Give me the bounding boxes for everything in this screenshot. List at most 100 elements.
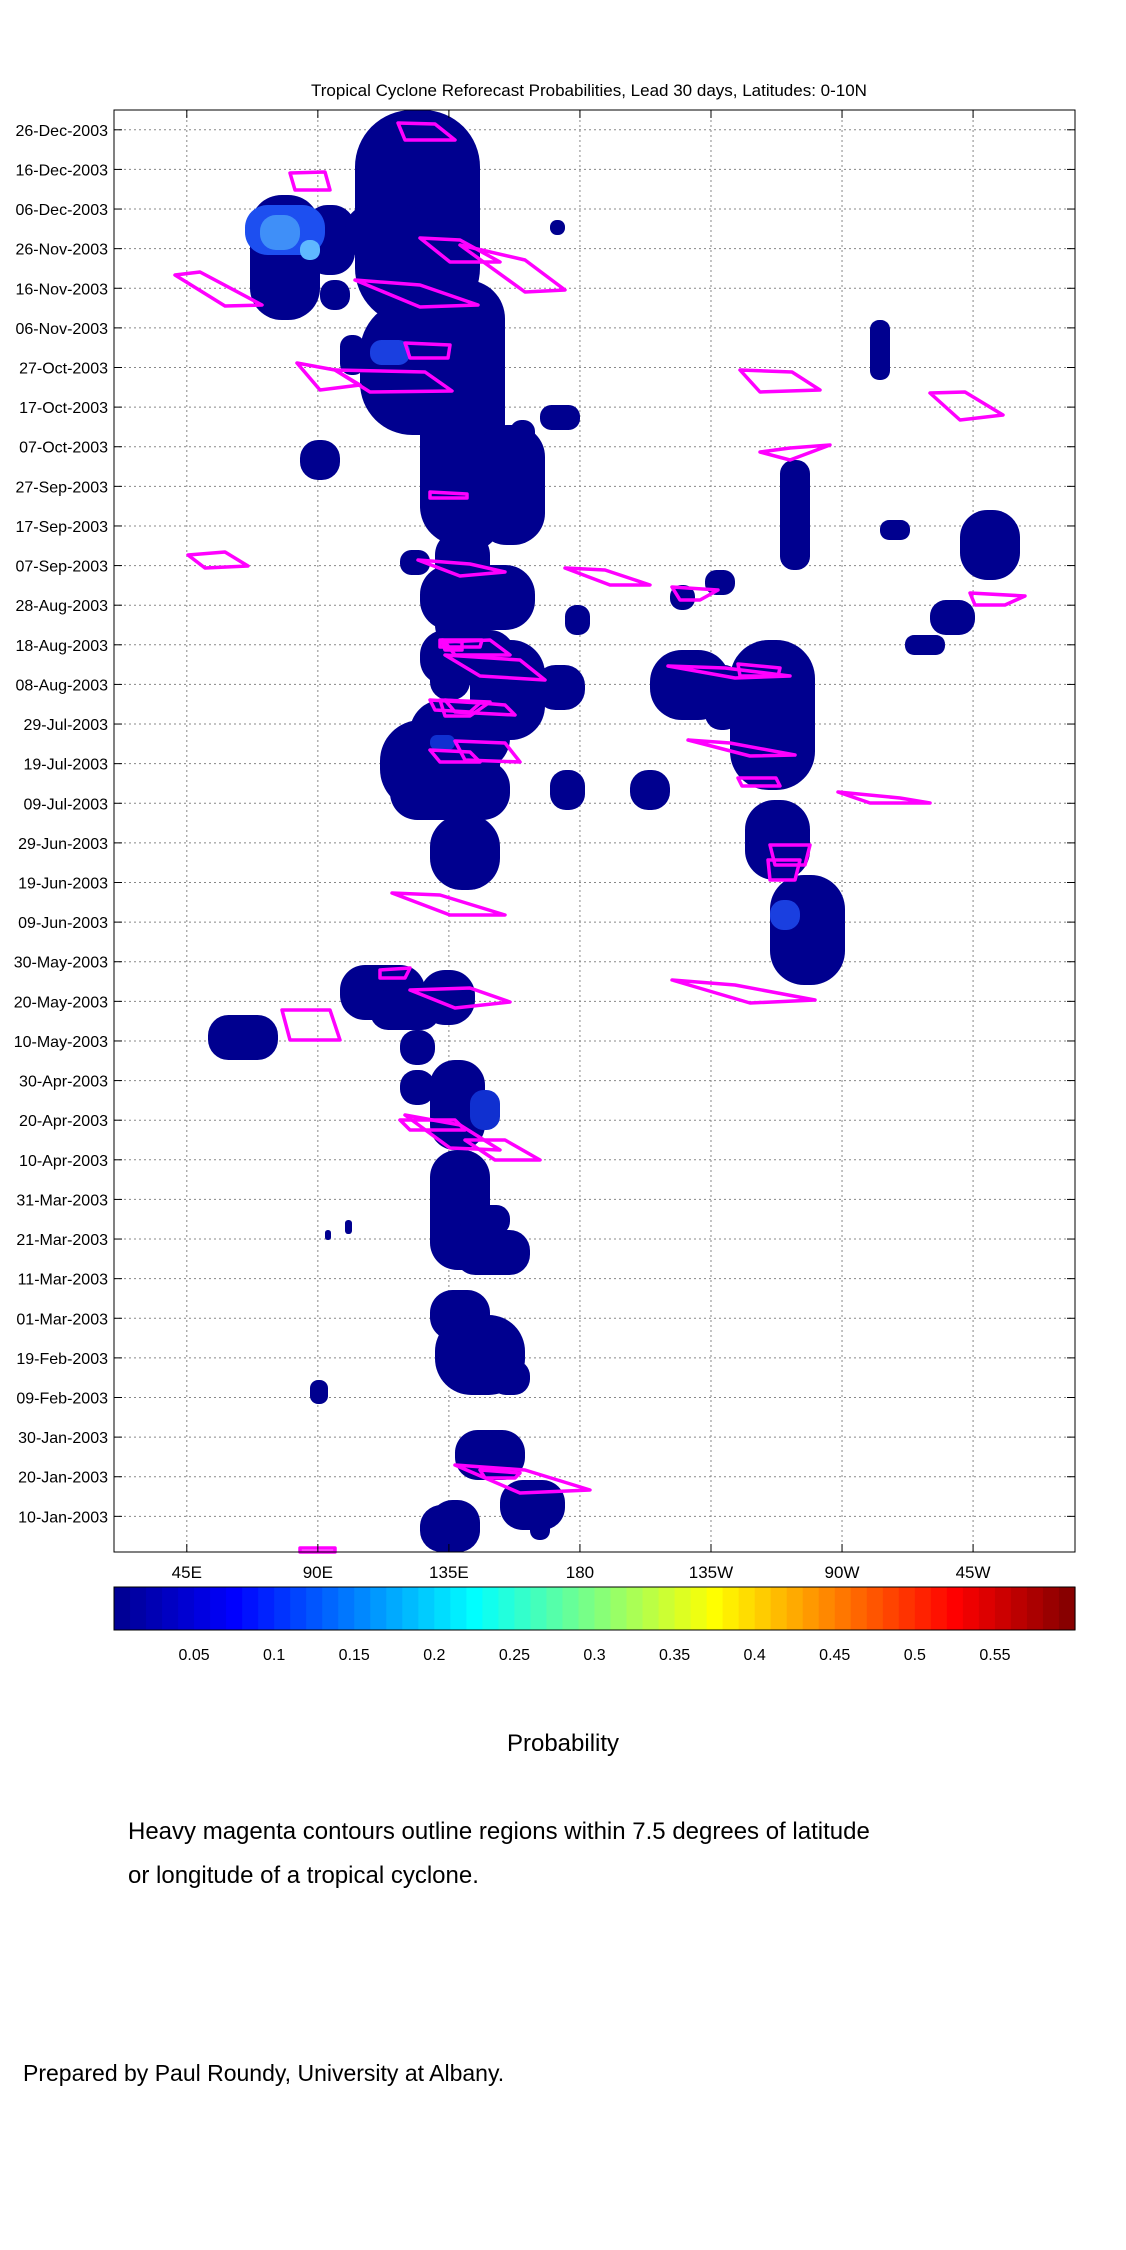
colorbar-segment <box>706 1587 724 1630</box>
colorbar-segment <box>546 1587 564 1630</box>
cyclone-contour <box>428 748 482 764</box>
y-tick-label: 19-Jul-2003 <box>24 757 109 774</box>
probability-region <box>320 280 350 310</box>
x-tick-label: 135E <box>429 1563 469 1582</box>
cyclone-contour <box>478 1468 522 1480</box>
probability-region <box>565 605 590 635</box>
probability-region <box>550 770 585 810</box>
y-tick-label: 16-Nov-2003 <box>16 281 109 298</box>
colorbar-tick-label: 0.45 <box>819 1647 850 1664</box>
y-tick-label: 30-Jan-2003 <box>18 1430 108 1447</box>
cyclone-contour <box>670 978 817 1005</box>
y-tick-label: 06-Dec-2003 <box>16 202 109 219</box>
colorbar-segment <box>930 1587 948 1630</box>
cyclone-contour <box>396 121 457 142</box>
colorbar-segment <box>226 1587 243 1630</box>
y-tick-label: 07-Sep-2003 <box>15 559 108 576</box>
cyclone-contour <box>443 653 547 682</box>
colorbar-segment <box>386 1587 403 1630</box>
y-tick-label: 20-May-2003 <box>14 994 108 1011</box>
colorbar-segment <box>194 1587 211 1630</box>
probability-region <box>440 450 500 550</box>
y-tick-label: 30-May-2003 <box>14 955 108 972</box>
colorbar-segment <box>786 1587 804 1630</box>
y-tick-label: 31-Mar-2003 <box>16 1192 108 1209</box>
cyclone-contour <box>738 368 822 394</box>
y-tick-label: 28-Aug-2003 <box>15 598 108 615</box>
y-tick-label: 10-May-2003 <box>14 1034 108 1051</box>
x-tick-label: 135W <box>689 1563 733 1582</box>
probability-region <box>540 405 580 430</box>
colorbar-frame <box>113 1586 1076 1631</box>
probability-region <box>310 1380 328 1404</box>
colorbar-segment <box>818 1587 836 1630</box>
y-tick-label: 17-Oct-2003 <box>19 400 108 417</box>
probability-region <box>420 565 535 630</box>
probability-region <box>325 1230 331 1240</box>
y-tick-label: 16-Dec-2003 <box>16 162 109 179</box>
y-axis: 26-Dec-2003 16-Dec-2003 06-Dec-2003 26-Nov-… <box>14 123 1075 1526</box>
colorbar-segment <box>770 1587 788 1630</box>
colorbar-segment <box>722 1587 740 1630</box>
y-tick-label: 09-Jul-2003 <box>24 796 109 813</box>
probability-region <box>400 1030 435 1065</box>
colorbar-segment <box>674 1587 692 1630</box>
colorbar-segment <box>162 1587 179 1630</box>
colorbar-segment <box>946 1587 964 1630</box>
colorbar-segment <box>658 1587 676 1630</box>
colorbar-segment <box>370 1587 387 1630</box>
colorbar-segment <box>754 1587 772 1630</box>
contour-note: Heavy magenta contours outline regions w… <box>128 1810 870 1898</box>
y-tick-label: 11-Mar-2003 <box>18 1272 109 1289</box>
contour-note-line: Heavy magenta contours outline regions w… <box>128 1818 870 1845</box>
cyclone-contour <box>353 278 480 309</box>
colorbar-tick-label: 0.3 <box>583 1647 605 1664</box>
colorbar-segment <box>642 1587 660 1630</box>
probability-region <box>550 220 565 235</box>
cyclone-contour <box>453 1463 592 1495</box>
colorbar-tick-label: 0.35 <box>659 1647 690 1664</box>
colorbar-segment <box>1058 1587 1076 1630</box>
colorbar-segment <box>354 1587 371 1630</box>
colorbar-segment <box>834 1587 852 1630</box>
colorbar-tick-label: 0.1 <box>263 1647 285 1664</box>
y-tick-label: 19-Feb-2003 <box>16 1351 108 1368</box>
cyclone-contour <box>968 591 1027 607</box>
probability-region <box>400 1070 435 1105</box>
x-tick-label: 45W <box>956 1563 991 1582</box>
probability-region <box>400 550 430 575</box>
cyclone-contours <box>173 121 1027 1554</box>
probability-region-high <box>770 900 800 930</box>
probability-region <box>535 665 585 710</box>
y-tick-label: 27-Sep-2003 <box>15 479 108 496</box>
probability-region <box>705 570 735 595</box>
colorbar-segment <box>1010 1587 1028 1630</box>
probability-region <box>420 1505 480 1552</box>
cyclone-contour <box>928 390 1005 422</box>
probability-region <box>745 800 810 880</box>
colorbar-tick-label: 0.05 <box>179 1647 210 1664</box>
colorbar-segment <box>290 1587 307 1630</box>
y-tick-label: 20-Jan-2003 <box>18 1470 108 1487</box>
colorbar-segment <box>450 1587 467 1630</box>
cyclone-contour <box>173 270 264 308</box>
cyclone-contour <box>390 891 507 917</box>
x-tick-label: 45E <box>172 1563 202 1582</box>
colorbar-segment <box>994 1587 1012 1630</box>
y-tick-label: 09-Feb-2003 <box>16 1391 108 1408</box>
cyclone-contour <box>280 1008 342 1042</box>
colorbar-segment <box>322 1587 339 1630</box>
cyclone-contour <box>453 739 522 764</box>
y-tick-label: 21-Mar-2003 <box>16 1232 108 1249</box>
cyclone-contour <box>403 1113 502 1152</box>
grid-lines <box>114 110 1075 1552</box>
probability-region <box>430 1060 485 1150</box>
colorbar-segment <box>530 1587 548 1630</box>
colorbar-segment <box>514 1587 532 1630</box>
colorbar-tick-label: 0.55 <box>979 1647 1010 1664</box>
cyclone-contour <box>666 664 792 680</box>
probability-region <box>930 600 975 635</box>
colorbar-segment <box>498 1587 516 1630</box>
colorbar-tick-label: 0.5 <box>904 1647 926 1664</box>
